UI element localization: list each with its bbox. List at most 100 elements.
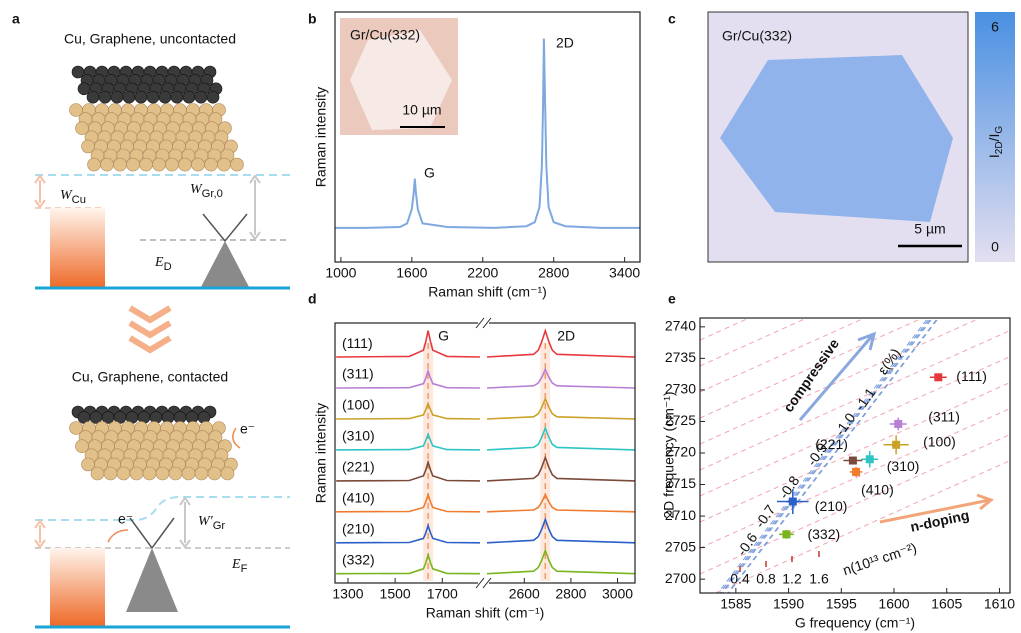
axis-break xyxy=(482,317,492,329)
colorbar-label-sub: G xyxy=(994,126,1005,134)
atom xyxy=(110,90,124,104)
point-label: (100) xyxy=(923,433,956,449)
strain-label: -0.8 xyxy=(775,473,802,502)
atom xyxy=(155,466,170,481)
chevron xyxy=(128,335,172,354)
series-label: (221) xyxy=(342,459,375,475)
strain-unit: ε(%) xyxy=(874,345,903,377)
y-tick-label: 2740 xyxy=(665,318,696,334)
label-e-d: ED xyxy=(154,255,172,273)
atom xyxy=(146,90,160,104)
series-label: (311) xyxy=(342,366,374,382)
plot-frame xyxy=(699,317,1011,594)
atom xyxy=(71,65,85,79)
atom xyxy=(98,90,112,104)
axis-break xyxy=(475,317,485,329)
series-label: (410) xyxy=(342,490,375,506)
axis-break-mask xyxy=(478,577,489,589)
atom xyxy=(139,157,153,172)
label-e-f-sub: F xyxy=(241,563,248,575)
atom xyxy=(134,90,148,104)
point-label: (210) xyxy=(815,498,848,514)
atom xyxy=(152,157,166,172)
atom xyxy=(126,157,140,172)
atom xyxy=(86,90,100,104)
colorbar xyxy=(975,12,1015,262)
doping-guide xyxy=(700,318,866,393)
doping-arrow xyxy=(879,493,995,524)
doping-guide xyxy=(700,382,1010,523)
doping-label: 0.8 xyxy=(756,571,776,587)
data-point xyxy=(934,373,943,382)
peak-label: G xyxy=(424,165,435,181)
x-tick-label: 2600 xyxy=(509,586,540,602)
data-point xyxy=(852,467,861,476)
x-tick-label: 1600 xyxy=(878,596,909,612)
y-tick-label: 2720 xyxy=(665,444,696,460)
x-tick-label: 2800 xyxy=(538,265,569,281)
reference-band xyxy=(540,343,551,581)
strain-guide xyxy=(720,318,932,593)
x-tick-label: 1600 xyxy=(396,265,427,281)
axis-break xyxy=(482,577,492,589)
doping-label: 0.4 xyxy=(730,571,750,587)
y-tick-label: 2715 xyxy=(665,475,696,491)
electron-arrow xyxy=(107,529,129,543)
y-tick-label: 2725 xyxy=(665,412,696,428)
spectrum-line xyxy=(336,425,636,451)
panel-label: b xyxy=(308,11,317,27)
spectrum-line xyxy=(336,367,636,389)
cu-block xyxy=(50,548,105,626)
spectrum-line xyxy=(336,492,636,513)
atom xyxy=(206,90,220,104)
series-label: (100) xyxy=(342,397,375,413)
colorbar-label: I2D/IG xyxy=(986,126,1005,158)
peak-label: 2D xyxy=(557,328,575,344)
x-tick-label: 1595 xyxy=(826,596,857,612)
x-tick-label: 1590 xyxy=(773,596,804,612)
point-label: (221) xyxy=(815,436,848,452)
electron-label: e⁻ xyxy=(240,421,255,437)
colorbar-label-i: I xyxy=(986,154,1002,158)
colorbar-tick-label: 0 xyxy=(991,239,999,255)
colorbar-tick-label: 6 xyxy=(991,19,999,35)
axis-break xyxy=(475,577,485,589)
data-point xyxy=(788,497,797,506)
strain-guide xyxy=(719,318,931,593)
data-point xyxy=(848,456,857,465)
atom xyxy=(194,90,208,104)
series-label: (332) xyxy=(342,551,375,567)
map-flake xyxy=(720,55,953,222)
atom xyxy=(168,466,183,481)
doping-guide xyxy=(700,408,1010,549)
label-w-cu: WCu xyxy=(60,188,86,206)
doping-label: 1.6 xyxy=(809,571,829,587)
strain-label: -0.6 xyxy=(733,530,760,559)
label-w-gr0-main: W xyxy=(190,182,203,197)
arrow-w-cu-head xyxy=(34,174,46,209)
spectrum-line xyxy=(336,328,636,358)
arrow-w-gr-head xyxy=(179,496,191,549)
doping-guide xyxy=(700,356,1010,497)
colorbar-label-sub: 2D xyxy=(994,141,1005,154)
doping-guide xyxy=(700,318,808,367)
atom xyxy=(191,157,205,172)
atom xyxy=(103,466,118,481)
atom xyxy=(158,90,172,104)
doping-unit: n(10¹³ cm⁻²) xyxy=(841,539,919,578)
series-label: (310) xyxy=(342,428,375,444)
spectrum-line xyxy=(336,548,636,575)
label-e-f-main: E xyxy=(231,557,241,572)
atom xyxy=(182,90,196,104)
guides xyxy=(700,318,1010,593)
x-tick-label: 3400 xyxy=(609,265,640,281)
doping-guide xyxy=(714,460,1010,593)
atom xyxy=(217,157,231,172)
atom xyxy=(230,157,244,172)
x-tick-label: 1605 xyxy=(931,596,962,612)
atom xyxy=(122,90,136,104)
point-label: (410) xyxy=(861,482,894,498)
cone-lower xyxy=(126,548,178,612)
strain-label: -0.7 xyxy=(751,502,778,531)
